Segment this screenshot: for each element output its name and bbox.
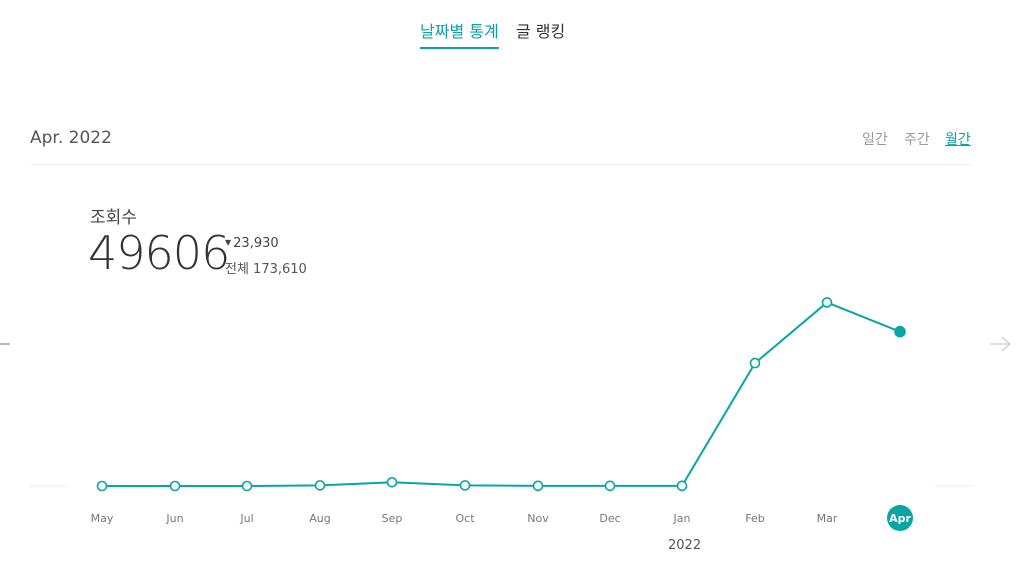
x-tick-nov: Nov [527, 512, 549, 525]
metric-label: 조회수 [90, 208, 137, 228]
x-tick-highlight-badge [887, 505, 913, 531]
x-tick-mar: Mar [817, 512, 838, 525]
prev-period-button[interactable] [0, 334, 12, 354]
down-triangle-icon: ▼ [225, 238, 232, 247]
data-point-dec [604, 480, 616, 492]
x-tick-sep: Sep [382, 512, 403, 525]
data-point-sep [386, 476, 398, 488]
x-tick-jul: Jul [239, 512, 253, 525]
metric-diff-value: 23,930 [233, 236, 279, 251]
x-tick-aug: Aug [309, 512, 330, 525]
x-tick-jan: Jan [673, 512, 691, 525]
data-point-mar [821, 297, 833, 308]
period-daily-button[interactable]: 일간 [862, 132, 888, 148]
next-period-button[interactable] [988, 334, 1014, 354]
x-tick-jun: Jun [165, 512, 183, 525]
period-monthly-button[interactable]: 월간 [945, 132, 971, 148]
period-weekly-button[interactable]: 주간 [904, 132, 930, 148]
year-label: 2022 [668, 538, 702, 553]
data-point-oct [459, 480, 471, 491]
stats-tabs: 날짜별 통계 글 랭킹 [0, 18, 1020, 49]
data-point-jul [241, 480, 253, 492]
x-tick-feb: Feb [745, 512, 764, 525]
metric-diff: ▼ 23,930 [225, 236, 279, 251]
tab-post-ranking[interactable]: 글 랭킹 [516, 22, 566, 41]
arrow-left-icon [0, 343, 10, 345]
data-point-may [96, 480, 108, 492]
current-period-label: Apr. 2022 [30, 128, 112, 148]
data-point-apr [894, 325, 906, 338]
data-point-nov [532, 480, 544, 492]
x-tick-may: May [91, 512, 114, 525]
data-point-feb [749, 357, 761, 369]
data-point-jan [676, 480, 688, 492]
x-tick-oct: Oct [455, 512, 475, 525]
metric-value: 49606 [88, 226, 230, 280]
header-divider [30, 164, 972, 165]
x-tick-apr: Apr [889, 512, 911, 525]
views-series-line [102, 301, 901, 487]
arrow-right-icon [990, 336, 1011, 352]
data-point-jun [169, 480, 181, 492]
x-tick-dec: Dec [599, 512, 620, 525]
metric-total: 전체 173,610 [225, 262, 307, 277]
tab-daily-stats[interactable]: 날짜별 통계 [420, 18, 499, 49]
data-point-aug [314, 480, 326, 491]
